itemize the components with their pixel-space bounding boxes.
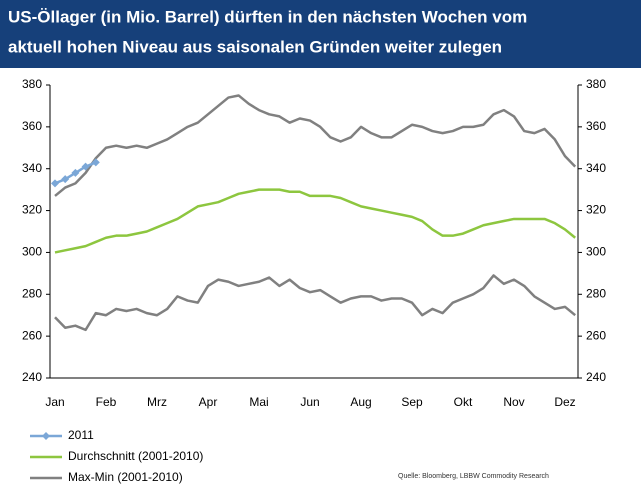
series-line (54, 188, 576, 254)
y2-tick-label: 320 (586, 203, 606, 217)
marker (71, 168, 80, 177)
y-tick-label: 360 (22, 119, 42, 133)
y2-tick-label: 360 (586, 119, 606, 133)
y-tick-label: 260 (22, 328, 42, 342)
y2-tick-label: 240 (586, 370, 606, 384)
y-tick-label: 320 (22, 203, 42, 217)
y2-tick-label: 300 (586, 245, 606, 259)
series-line (54, 94, 577, 197)
chart-title: US-Öllager (in Mio. Barrel) dürften in d… (8, 7, 527, 26)
marker (51, 179, 59, 188)
x-tick-label: Aug (350, 395, 371, 409)
legend-label: Max-Min (2001-2010) (68, 470, 183, 484)
y2-tick-label: 260 (586, 328, 606, 342)
y2-tick-label: 340 (586, 161, 606, 175)
marker (81, 162, 90, 171)
x-tick-label: Sep (401, 395, 423, 409)
y2-tick-label: 280 (586, 286, 606, 300)
y2-tick-label: 380 (586, 77, 606, 91)
x-tick-label: Mrz (147, 395, 167, 409)
title-banner (0, 0, 641, 68)
x-tick-label: Jun (300, 395, 319, 409)
legend-marker (42, 432, 50, 440)
legend-label: Durchschnitt (2001-2010) (68, 449, 203, 463)
y-tick-label: 340 (22, 161, 42, 175)
x-tick-label: Nov (503, 395, 524, 409)
x-tick-label: Dez (554, 395, 575, 409)
source: Quelle: Bloomberg, LBBW Commodity Resear… (398, 473, 549, 480)
chart-title: aktuell hohen Niveau aus saisonalen Grün… (8, 37, 502, 56)
series-line (54, 274, 576, 332)
x-tick-label: Mai (249, 395, 268, 409)
x-tick-label: Feb (96, 395, 117, 409)
y-tick-label: 380 (22, 77, 42, 91)
marker (61, 175, 70, 184)
y-tick-label: 280 (22, 286, 42, 300)
y-tick-label: 240 (22, 370, 42, 384)
x-tick-label: Okt (454, 395, 473, 409)
x-tick-label: Apr (199, 395, 218, 409)
y-tick-label: 300 (22, 245, 42, 259)
legend-label: 2011 (68, 428, 94, 442)
marker (91, 158, 100, 167)
x-tick-label: Jan (45, 395, 64, 409)
